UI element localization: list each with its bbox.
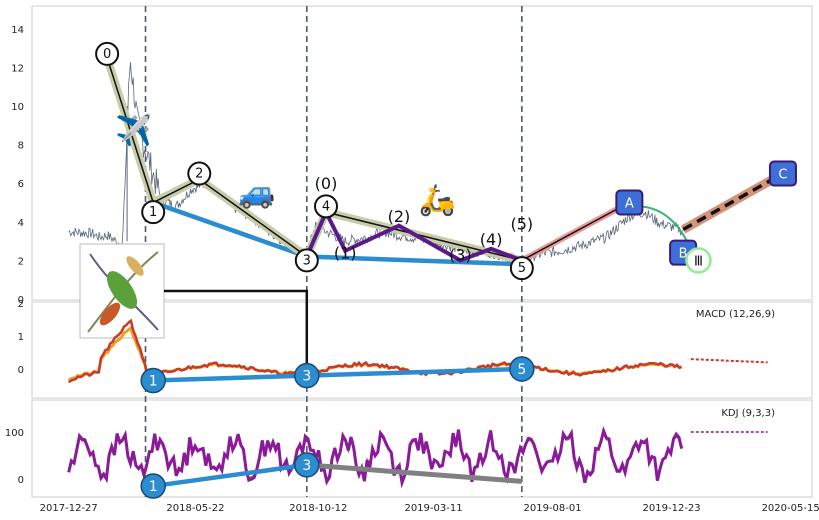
wave-circle-label: 3	[303, 253, 311, 268]
price-tick-label: 2	[18, 256, 24, 267]
correction-box-label: C	[778, 168, 787, 183]
macd-line	[67, 318, 682, 384]
macd-tick-label: 2	[18, 299, 24, 310]
price-panel: A B C Ⅲ 0 1 2 3 4 5 (0) (1) (2) (3) (4) (5) ✈️ 🚙 🛵	[68, 6, 797, 497]
wave-circle-0	[95, 41, 120, 66]
macd-point-5	[509, 356, 535, 382]
x-tick-label: 2019-08-01	[523, 503, 581, 514]
roman-label: Ⅲ	[694, 254, 703, 269]
kdj-tick-label: 0	[18, 475, 24, 486]
x-tick-label: 2019-12-23	[643, 503, 701, 514]
wave-circle-4	[314, 194, 338, 219]
plant-leaf-2	[99, 302, 121, 326]
correction-box-c	[768, 160, 797, 187]
macd-panel: 1 3 5	[67, 318, 768, 394]
macd-point-label: 5	[517, 362, 526, 378]
x-tick-label: 2019-03-11	[404, 503, 462, 514]
price-tick-label: 14	[11, 25, 24, 36]
wave-circle-label: 5	[518, 261, 526, 276]
kdj-k-line	[67, 426, 684, 489]
x-tick-label: 2018-05-22	[166, 503, 224, 514]
macd-point-label: 3	[302, 369, 311, 385]
roman-circle	[685, 247, 712, 274]
price-tick-label: 0	[18, 295, 24, 306]
subwave-label: (5)	[511, 215, 534, 234]
kdj-blue-line	[152, 462, 308, 489]
wave-circle-label: 0	[103, 47, 111, 62]
price-tick-label: 8	[18, 141, 24, 152]
subwave-label: (3)	[449, 245, 472, 264]
correction-box-label: A	[625, 197, 634, 212]
kdj-panel: 13	[67, 426, 768, 499]
subwave-label: (0)	[315, 174, 338, 193]
correction-box-label: B	[679, 247, 688, 262]
x-tick-label: 2017-12-27	[40, 503, 98, 514]
macd-point-label: 1	[149, 374, 158, 390]
plane-icon: ✈️	[115, 112, 152, 149]
wave-circle-label: 4	[322, 199, 330, 214]
macd-title: MACD (12,26,9)	[696, 309, 775, 320]
plant-leaf	[106, 271, 138, 309]
macd-point-3	[294, 362, 320, 389]
car-icon: 🚙	[238, 176, 275, 211]
price-tick-label: 12	[11, 63, 24, 74]
wave-circle-5	[509, 256, 534, 281]
subwave-label: (4)	[480, 230, 503, 249]
subwave-label: (2)	[388, 207, 411, 226]
subwave-label: (1)	[334, 243, 357, 262]
kdj-point-3	[294, 452, 320, 478]
macd-tail	[690, 358, 768, 364]
kdj-title: KDJ (9,3,3)	[721, 408, 775, 419]
wave-circle-2	[187, 161, 212, 186]
correction-leg-c-dash	[682, 172, 784, 232]
scooter-icon: 🛵	[419, 183, 456, 218]
x-tick-label: 2018-10-12	[289, 503, 347, 514]
impulse-path	[106, 57, 523, 262]
wave-circle-1	[141, 200, 166, 225]
price-tick-label: 4	[18, 218, 24, 229]
kdj-tick-label: 100	[5, 428, 24, 439]
macd-point-1	[140, 367, 166, 394]
wave-circle-label: 1	[149, 205, 157, 220]
price-tick-label: 10	[11, 102, 24, 113]
correction-leg-a-core	[521, 201, 630, 262]
wave-circle-3	[294, 248, 319, 273]
macd-tick-label: 0	[18, 365, 24, 376]
price-series	[68, 62, 683, 265]
wave-circle-label: 2	[195, 167, 203, 182]
kdj-point-label: 3	[302, 458, 311, 474]
macd-tick-label: 1	[18, 332, 24, 343]
plant-leaf-3	[126, 256, 144, 276]
connector-line	[164, 289, 309, 369]
x-tick-label: 2020-05-15	[762, 503, 819, 514]
kdj-point-label: 1	[149, 479, 158, 495]
kdj-point-1	[140, 473, 166, 499]
price-tick-label: 6	[18, 179, 24, 190]
correction-box-a	[615, 189, 644, 216]
kdj-grey-line	[306, 462, 523, 484]
